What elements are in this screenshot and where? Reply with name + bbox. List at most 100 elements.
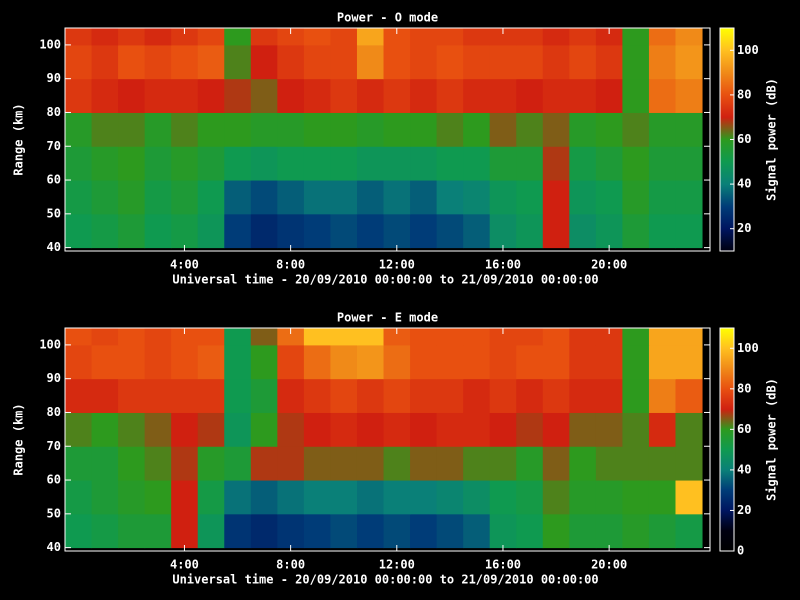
heatmap-cell <box>383 28 411 46</box>
heatmap-cell <box>91 78 119 113</box>
y-tick-label: 50 <box>47 206 61 220</box>
heatmap-cell <box>65 480 93 515</box>
heatmap-cell <box>569 44 597 80</box>
heatmap-cell <box>569 344 597 380</box>
colorbar-tick-label: 40 <box>737 177 751 191</box>
heatmap-cell <box>463 28 491 46</box>
y-tick-label: 80 <box>47 105 61 119</box>
heatmap-cell <box>197 78 225 113</box>
heatmap-cell <box>171 112 199 147</box>
heatmap-cell <box>436 328 464 346</box>
heatmap-cell <box>595 44 623 80</box>
heatmap-cell <box>250 180 278 215</box>
heatmap-cell <box>303 344 331 380</box>
heatmap-cell <box>356 328 385 346</box>
heatmap-cell <box>171 213 199 249</box>
heatmap-cell <box>383 446 411 481</box>
heatmap-cell <box>463 378 491 413</box>
heatmap-cell <box>542 344 570 380</box>
heatmap-cell <box>118 28 146 46</box>
heatmap-cell <box>595 378 623 413</box>
heatmap-cell <box>65 112 93 147</box>
heatmap-cell <box>224 44 252 80</box>
heatmap-cell <box>356 480 385 515</box>
heatmap-cell <box>383 180 411 215</box>
heatmap-cell <box>569 378 597 413</box>
heatmap-cell <box>516 344 544 380</box>
heatmap-cell <box>569 513 597 549</box>
heatmap-cell <box>197 112 225 147</box>
x-tick-label: 20:00 <box>591 258 627 272</box>
heatmap-cell <box>118 180 146 215</box>
heatmap-cell <box>303 112 331 147</box>
heatmap-cell <box>383 328 411 346</box>
heatmap-cell <box>489 146 517 181</box>
colorbar-tick-label: 20 <box>737 221 751 235</box>
heatmap-cell <box>463 480 491 515</box>
plot-frame <box>64 27 711 252</box>
heatmap-cell <box>277 412 305 447</box>
heatmap-cell <box>277 180 305 215</box>
heatmap-cell <box>622 412 650 447</box>
heatmap-cell <box>383 378 411 413</box>
colorbar-label: Signal power (dB) <box>765 378 779 501</box>
heatmap-cell <box>171 378 199 413</box>
heatmap-cell <box>330 28 358 46</box>
heatmap-cell <box>595 513 623 549</box>
heatmap-cell <box>410 328 438 346</box>
heatmap-cell <box>197 446 225 481</box>
heatmap-cell <box>303 480 331 515</box>
heatmap-cell <box>648 328 676 346</box>
heatmap-cell <box>91 180 119 215</box>
heatmap-cell <box>171 28 199 46</box>
heatmap-cell <box>542 44 570 80</box>
heatmap-cell <box>118 328 146 346</box>
heatmap-cell <box>622 180 650 215</box>
heatmap-cell <box>197 213 225 249</box>
heatmap-cell <box>595 412 623 447</box>
colorbar-tick-label: 40 <box>737 462 751 476</box>
heatmap-cell <box>303 44 331 80</box>
heatmap-cell <box>303 78 331 113</box>
heatmap-cell <box>303 328 331 346</box>
heatmap-cell <box>542 146 570 181</box>
heatmap-cell <box>542 328 570 346</box>
heatmap-cell <box>356 412 385 447</box>
heatmap-cell <box>303 28 331 46</box>
heatmap-cell <box>277 446 305 481</box>
heatmap-cell <box>91 513 119 549</box>
heatmap-cell <box>516 44 544 80</box>
heatmap-cell <box>569 78 597 113</box>
heatmap-cell <box>648 213 676 249</box>
heatmap-cell <box>356 180 385 215</box>
heatmap-cell <box>224 213 252 249</box>
heatmap-cell <box>197 378 225 413</box>
heatmap-cell <box>65 28 93 46</box>
heatmap-cell <box>595 180 623 215</box>
heatmap-cell <box>436 180 464 215</box>
heatmap-cell <box>144 146 172 181</box>
heatmap-cell <box>224 78 252 113</box>
heatmap-cell <box>648 378 676 413</box>
heatmap-cell <box>144 78 172 113</box>
heatmap-cell <box>410 78 438 113</box>
heatmap-cell <box>91 480 119 515</box>
heatmap-cell <box>516 328 544 346</box>
heatmap-cell <box>330 112 358 147</box>
y-tick-label: 60 <box>47 173 61 187</box>
heatmap-cell <box>118 146 146 181</box>
heatmap-cell <box>356 112 385 147</box>
heatmap-cell <box>277 328 305 346</box>
heatmap-cell <box>330 480 358 515</box>
heatmap-cell <box>463 180 491 215</box>
heatmap-cell <box>330 78 358 113</box>
heatmap-cell <box>622 344 650 380</box>
heatmap-cell <box>648 28 676 46</box>
heatmap-cell <box>171 412 199 447</box>
heatmap-cell <box>436 213 464 249</box>
heatmap-cell <box>648 513 676 549</box>
heatmap-cell <box>383 344 411 380</box>
heatmap-cell <box>224 480 252 515</box>
heatmap-cell <box>489 213 517 249</box>
